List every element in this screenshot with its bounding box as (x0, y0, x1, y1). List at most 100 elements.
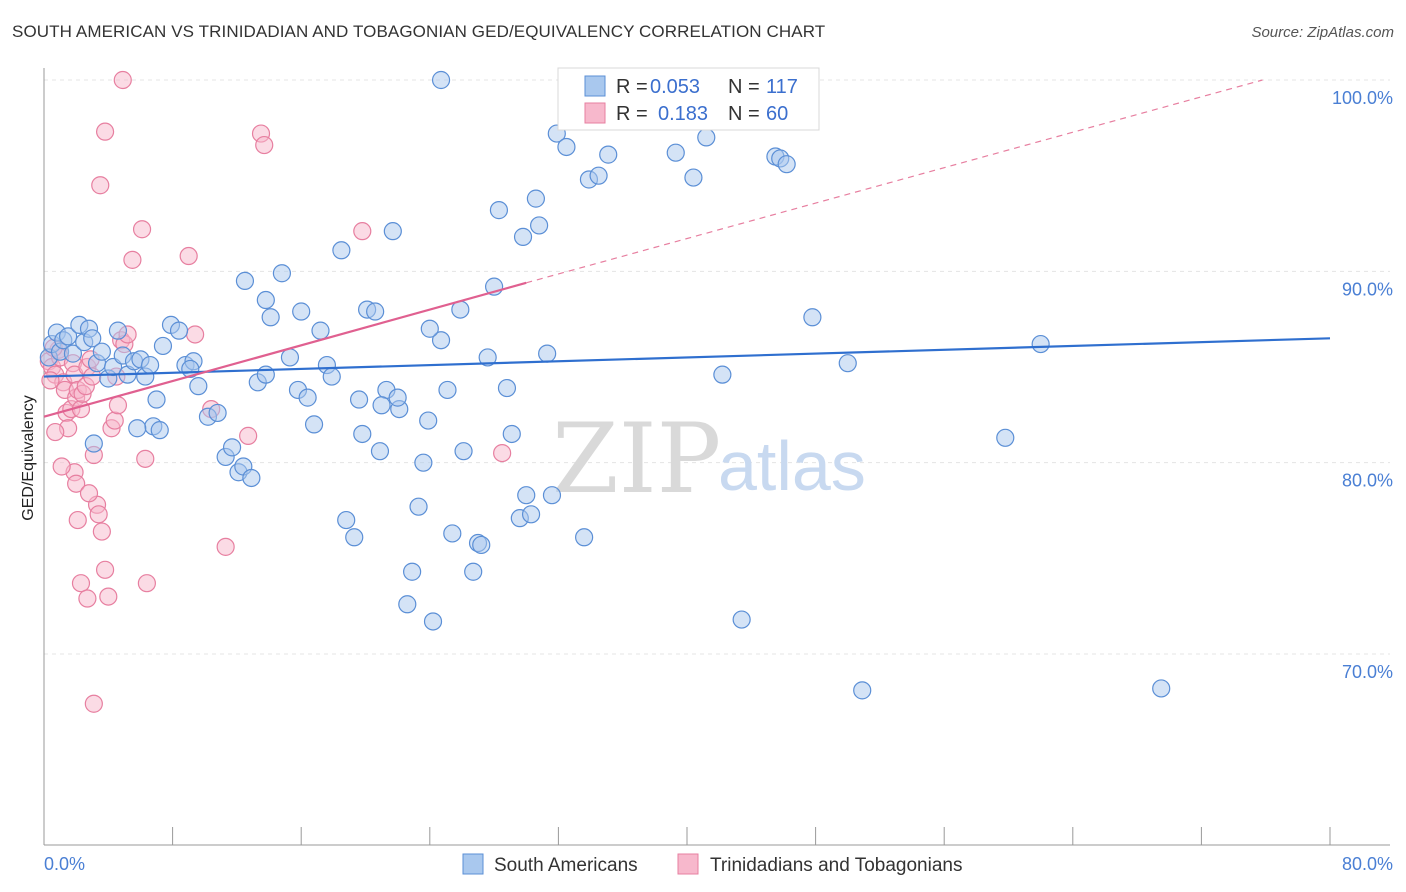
blue-point (398, 595, 417, 614)
y-tick-labels: 70.0% 80.0% 90.0% 100.0% (1332, 88, 1393, 682)
pink-point (113, 70, 132, 90)
blue-point (235, 271, 255, 290)
pink-point (255, 135, 274, 155)
pink-point (89, 505, 108, 524)
pink-point (41, 371, 60, 390)
blue-point (242, 468, 261, 488)
pink-point (92, 522, 111, 541)
pink-point (99, 587, 118, 606)
blue-point (713, 365, 732, 384)
pink-point (95, 560, 115, 579)
pink-point (78, 589, 97, 608)
blue-point (684, 168, 703, 187)
pink-point (179, 246, 198, 266)
blue-point (502, 424, 521, 444)
blue-point (272, 264, 292, 283)
blue-point (513, 227, 533, 246)
blue-point (409, 497, 428, 516)
blue-point (388, 388, 407, 407)
blue-point (84, 434, 103, 453)
pink-point (105, 411, 124, 430)
blue-point (208, 403, 227, 423)
blue-point (996, 428, 1015, 447)
pink-point (239, 426, 258, 445)
pink-point (84, 694, 103, 713)
blue-point (419, 411, 438, 430)
blue-point (472, 535, 491, 555)
blue-point (575, 528, 594, 547)
y-tick-label: 90.0% (1342, 279, 1393, 299)
legend-r-value-pink: 0.183 (658, 103, 708, 125)
blue-point (443, 524, 462, 543)
watermark: ZIP atlas (552, 403, 866, 515)
blue-point (538, 344, 557, 363)
blue-point (431, 70, 451, 90)
watermark-atlas: atlas (718, 427, 866, 505)
blue-point (298, 388, 317, 407)
blue-point (542, 486, 562, 505)
blue-point (697, 128, 716, 147)
blue-point (92, 342, 111, 361)
blue-trend-line (43, 337, 1331, 378)
pink-point (216, 537, 235, 556)
blue-point (280, 348, 300, 367)
blue-point (189, 377, 208, 396)
blue-point (454, 442, 473, 461)
grid-lines (44, 79, 1390, 655)
blue-point (311, 321, 330, 340)
blue-point (222, 438, 242, 457)
blue-point (431, 331, 451, 350)
blue-point (169, 321, 189, 340)
blue-point (63, 344, 83, 363)
blue-point (521, 505, 541, 524)
legend-swatch-pink (584, 102, 606, 124)
blue-point (403, 562, 422, 581)
x-tick-label-min: 0.0% (44, 854, 85, 874)
series-legend: South Americans Trinidadians and Tobagon… (462, 853, 962, 876)
legend-n-value-pink: 60 (766, 103, 788, 125)
blue-point (153, 336, 173, 356)
blue-point (337, 510, 356, 530)
chart-title: SOUTH AMERICAN VS TRINIDADIAN AND TOBAGO… (12, 22, 826, 41)
blue-point (150, 421, 169, 440)
blue-point (370, 442, 390, 461)
blue-point (589, 166, 608, 185)
legend-r-value-blue: 0.053 (650, 76, 700, 98)
blue-point (732, 610, 751, 629)
blue-point (838, 354, 857, 373)
legend-r-label-blue: R = (616, 76, 648, 98)
pink-point (91, 176, 110, 195)
trend-lines (43, 79, 1331, 418)
blue-point (489, 201, 509, 220)
bottom-legend-swatch-blue (462, 853, 484, 875)
y-tick-label: 100.0% (1332, 88, 1393, 108)
pink-point (46, 422, 65, 442)
blue-point (140, 355, 160, 375)
blue-point (803, 308, 822, 327)
blue-point (261, 308, 280, 327)
blue-point (332, 241, 351, 260)
blue-point (853, 681, 872, 700)
bottom-legend-label-pink: Trinidadians and Tobagonians (710, 855, 962, 876)
blue-point (372, 396, 391, 415)
blue-point (383, 222, 402, 241)
pink-point (186, 325, 205, 344)
blue-point (478, 348, 497, 367)
blue-point (128, 419, 147, 438)
blue-point (1031, 334, 1050, 354)
blue-point (108, 321, 128, 340)
axes (43, 68, 1390, 846)
watermark-zip: ZIP (552, 403, 721, 515)
blue-point (414, 453, 433, 472)
pink-point (79, 484, 99, 503)
blue-point (526, 189, 545, 208)
pink-point (136, 449, 155, 468)
blue-point (1152, 679, 1171, 698)
y-tick-label: 70.0% (1342, 662, 1393, 682)
blue-point (59, 327, 78, 346)
blue-point (292, 302, 311, 321)
legend-r-label-pink: R = (616, 103, 648, 125)
pink-point (67, 474, 86, 493)
pink-point (52, 457, 71, 476)
x-tick-label-max: 80.0% (1342, 854, 1393, 874)
